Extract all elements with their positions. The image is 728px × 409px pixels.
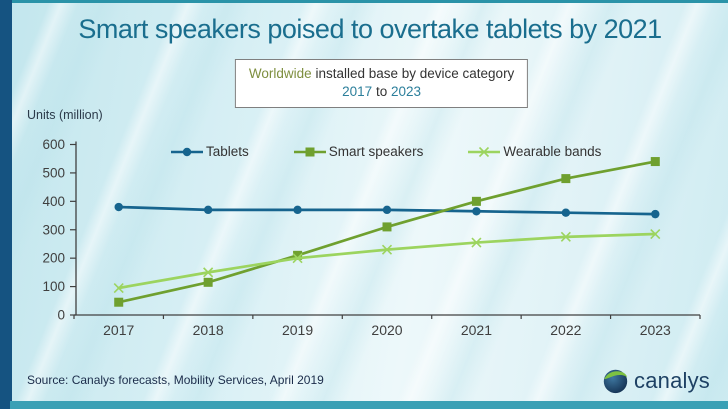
page-title: Smart speakers poised to overtake tablet… (78, 14, 662, 44)
svg-text:2019: 2019 (282, 322, 313, 338)
svg-text:2020: 2020 (371, 322, 402, 338)
svg-text:500: 500 (42, 165, 65, 180)
legend-label-wearable-bands: Wearable bands (503, 144, 602, 159)
svg-text:100: 100 (42, 279, 65, 294)
subtitle-line1: Worldwide installed base by device categ… (249, 65, 514, 83)
subtitle-to: to (375, 84, 388, 99)
canalys-globe-icon (603, 369, 628, 394)
chart-legend: Tablets Smart speakers Wearable bands (170, 144, 601, 159)
svg-text:600: 600 (42, 137, 65, 152)
subtitle-box: Worldwide installed base by device categ… (234, 59, 529, 108)
subtitle-line2: 2017 to 2023 (249, 83, 514, 101)
svg-text:0: 0 (57, 308, 65, 323)
svg-text:300: 300 (42, 222, 65, 237)
wearable-bands-line-marker-icon (468, 146, 501, 157)
svg-text:2023: 2023 (640, 322, 671, 338)
left-accent-bar (0, 0, 12, 409)
canalys-logo-text: canalys (634, 367, 710, 393)
top-accent-bar (0, 0, 728, 3)
legend-label-tablets: Tablets (206, 144, 249, 159)
subtitle-year-from: 2017 (342, 84, 373, 99)
svg-text:2017: 2017 (103, 322, 134, 338)
svg-text:400: 400 (42, 194, 65, 209)
legend-item-tablets: Tablets (170, 144, 249, 159)
svg-text:2018: 2018 (193, 322, 224, 338)
legend-label-smart-speakers: Smart speakers (328, 144, 424, 159)
smart-speakers-line-marker-icon (293, 147, 326, 156)
subtitle-rest: installed base by device category (315, 66, 515, 81)
canalys-logo: canalys (602, 367, 710, 394)
subtitle-year-to: 2023 (391, 84, 422, 99)
legend-item-smart-speakers: Smart speakers (293, 144, 424, 159)
svg-text:2022: 2022 (550, 322, 581, 338)
svg-text:200: 200 (42, 251, 65, 266)
legend-item-wearable-bands: Wearable bands (467, 144, 601, 159)
bottom-accent-bar (10, 401, 728, 409)
source-attribution: Source: Canalys forecasts, Mobility Serv… (27, 373, 324, 387)
svg-text:2021: 2021 (461, 322, 492, 338)
tablets-line-marker-icon (171, 147, 203, 156)
subtitle-highlight: Worldwide (248, 66, 312, 81)
y-axis-units-label: Units (million) (27, 108, 103, 122)
